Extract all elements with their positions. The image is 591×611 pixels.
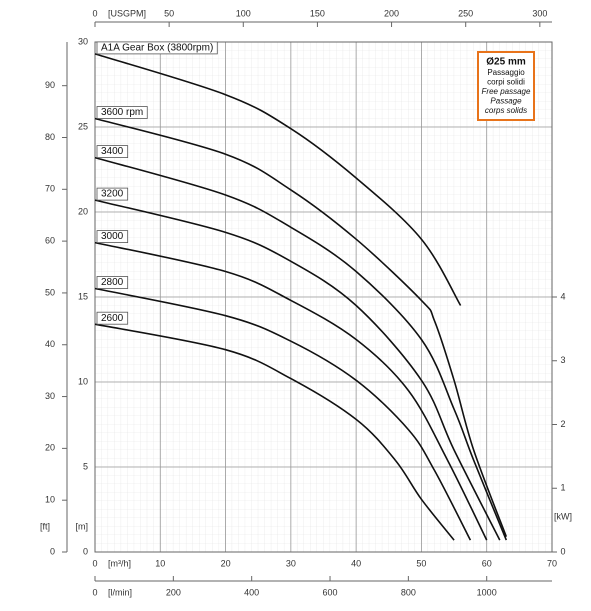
top-tick-label: 300 xyxy=(532,8,547,18)
top-tick-label: 50 xyxy=(164,8,174,18)
note-title: Ø25 mm xyxy=(486,57,526,68)
top-tick-label: 150 xyxy=(310,8,325,18)
curve xyxy=(94,199,501,541)
y-tick-label: 15 xyxy=(78,291,88,301)
left2-tick-label: 70 xyxy=(45,184,55,194)
bottom2-tick-label: 200 xyxy=(166,587,181,597)
y-tick-label: 25 xyxy=(78,121,88,131)
x-tick-label: 40 xyxy=(351,558,361,568)
curve xyxy=(94,156,508,541)
bottom2-tick-label: 0 xyxy=(92,587,97,597)
x-axis-label: [m³/h] xyxy=(108,558,131,568)
y-tick-label: 0 xyxy=(83,546,88,556)
left2-tick-label: 80 xyxy=(45,132,55,142)
bottom2-tick-label: 800 xyxy=(401,587,416,597)
bottom2-tick-label: 1000 xyxy=(477,587,497,597)
left2-tick-label: 40 xyxy=(45,339,55,349)
x-tick-label: 50 xyxy=(416,558,426,568)
curve-label-box xyxy=(96,145,129,159)
left2-tick-label: 30 xyxy=(45,391,55,401)
top-tick-label: 0 xyxy=(92,8,97,18)
curve-label: 2800 xyxy=(101,277,124,288)
curve-label: 3400 xyxy=(101,146,124,157)
note-line: corps solids xyxy=(485,106,527,115)
left2-tick-label: 10 xyxy=(45,495,55,505)
left2-axis-label: [ft] xyxy=(40,521,50,531)
x-tick-label: 30 xyxy=(286,558,296,568)
curve-label: A1A Gear Box (3800rpm) xyxy=(101,43,213,54)
left2-tick-label: 0 xyxy=(50,546,55,556)
right-tick-label: 4 xyxy=(560,291,565,301)
x-tick-label: 60 xyxy=(482,558,492,568)
curve-label: 3600 rpm xyxy=(101,107,143,118)
curve xyxy=(94,287,472,541)
y-tick-label: 20 xyxy=(78,206,88,216)
left2-tick-label: 20 xyxy=(45,443,55,453)
y-tick-label: 30 xyxy=(78,36,88,46)
curve xyxy=(94,53,462,306)
curve-label-box xyxy=(96,311,129,325)
curve-label-box xyxy=(96,230,129,244)
curve-label-box xyxy=(96,187,129,201)
curve-label: 2600 xyxy=(101,313,124,324)
x-tick-label: 0 xyxy=(92,558,97,568)
curve xyxy=(94,323,455,541)
x-tick-label: 70 xyxy=(547,558,557,568)
top-tick-label: 250 xyxy=(458,8,473,18)
right-tick-label: 3 xyxy=(560,355,565,365)
curve-label: 3000 xyxy=(101,231,124,242)
note-line: Passage xyxy=(490,97,522,106)
left2-tick-label: 50 xyxy=(45,287,55,297)
top-tick-label: 200 xyxy=(384,8,399,18)
curve xyxy=(94,241,488,541)
bottom2-tick-label: 600 xyxy=(323,587,338,597)
right-tick-label: 1 xyxy=(560,483,565,493)
top-axis-label: [USGPM] xyxy=(108,8,146,18)
curve-label-box xyxy=(96,41,218,55)
note-line: Free passage xyxy=(482,87,531,96)
bottom2-tick-label: 400 xyxy=(244,587,259,597)
bottom2-axis-label: [l/min] xyxy=(108,587,132,597)
y-tick-label: 10 xyxy=(78,376,88,386)
right-tick-label: 0 xyxy=(560,546,565,556)
top-tick-label: 100 xyxy=(236,8,251,18)
y-axis-label: [m] xyxy=(76,521,89,531)
note-line: Passaggio xyxy=(487,68,525,77)
left2-tick-label: 60 xyxy=(45,235,55,245)
x-tick-label: 10 xyxy=(155,558,165,568)
curve-label-box xyxy=(96,276,129,289)
curve xyxy=(94,117,508,537)
left2-tick-label: 90 xyxy=(45,80,55,90)
y-tick-label: 5 xyxy=(83,461,88,471)
right-axis-label: [kW] xyxy=(554,511,572,521)
note-line: corpi solidi xyxy=(487,78,525,87)
curve-label-box xyxy=(96,106,148,119)
note-box xyxy=(477,51,535,121)
x-tick-label: 20 xyxy=(221,558,231,568)
curve-label: 3200 xyxy=(101,189,124,200)
right-tick-label: 2 xyxy=(560,419,565,429)
